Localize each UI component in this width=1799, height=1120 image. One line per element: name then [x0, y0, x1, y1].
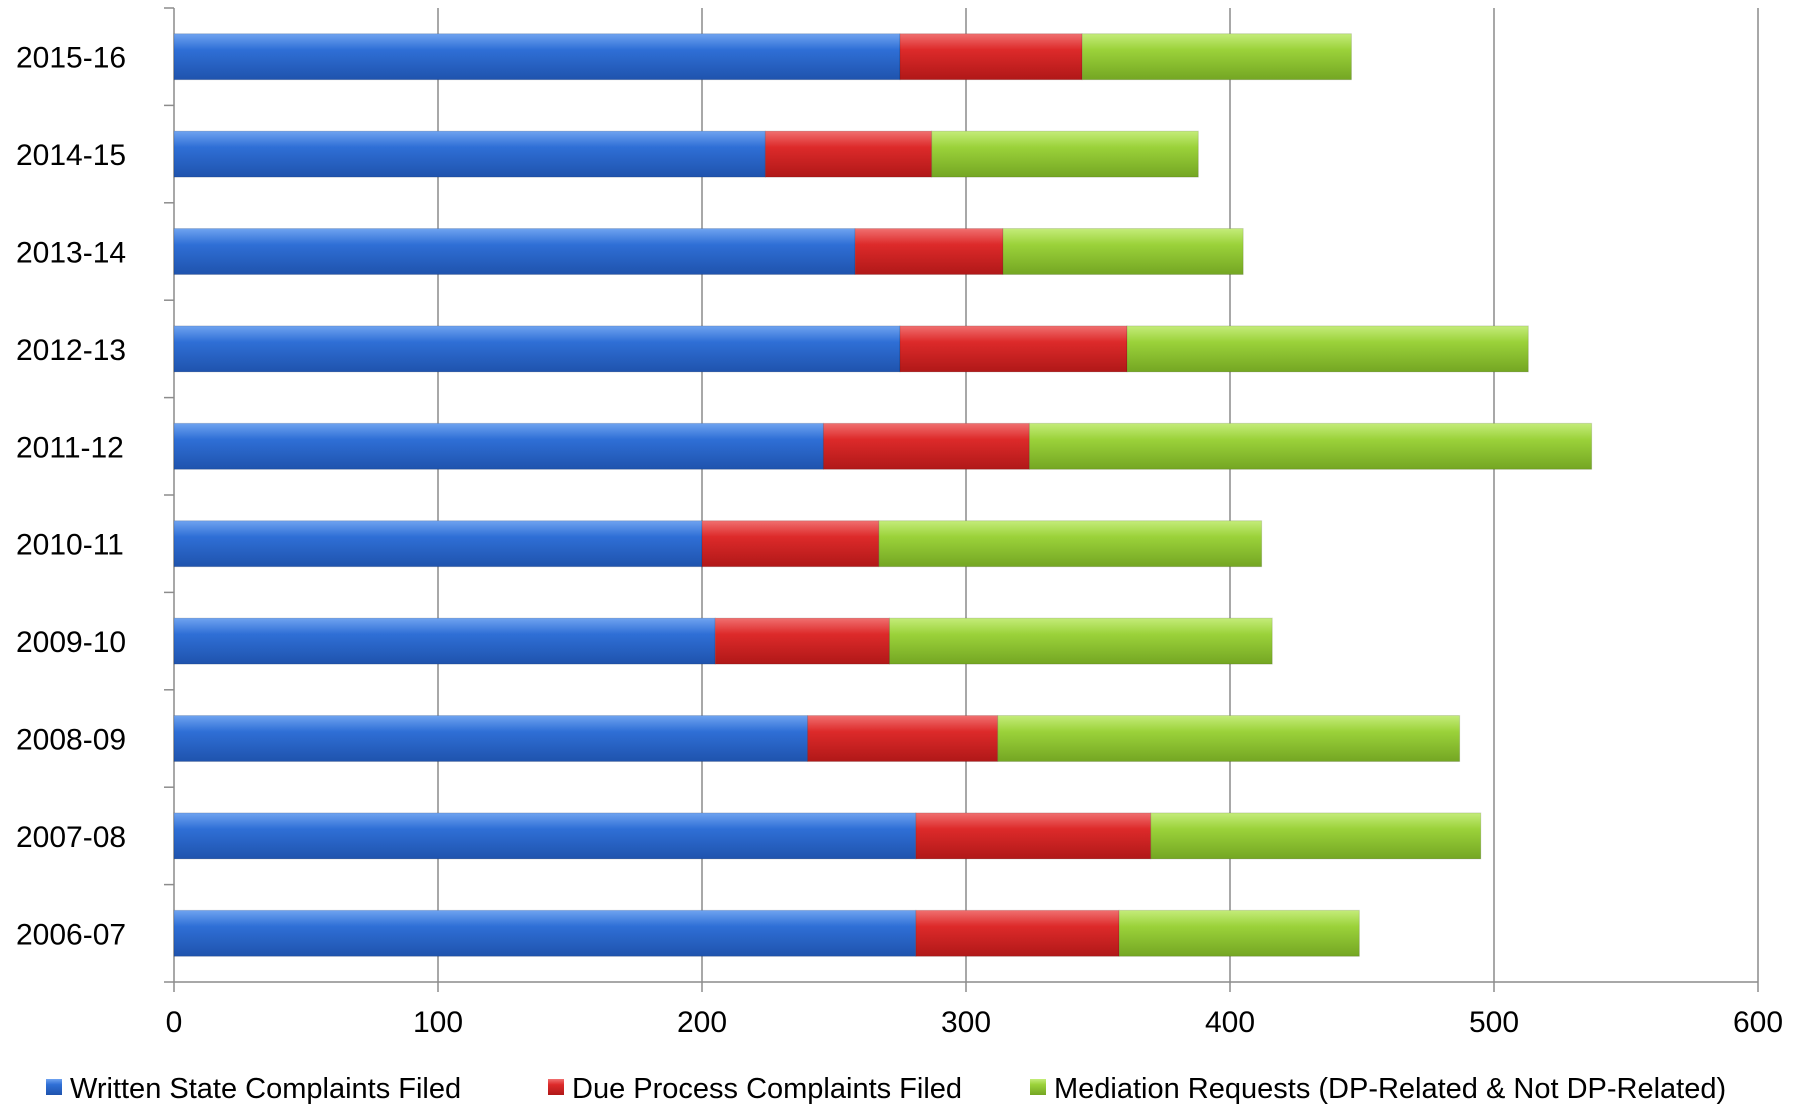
bars	[173, 33, 1593, 957]
bar-segment	[1126, 325, 1529, 373]
y-tick-label: 2013-14	[16, 237, 126, 270]
bar-segment	[173, 812, 917, 860]
y-tick-label: 2011-12	[16, 431, 124, 464]
bar-segment	[701, 520, 880, 568]
x-tick-label: 300	[941, 1006, 991, 1039]
bar-segment	[915, 909, 1120, 957]
bar-segment	[1028, 422, 1593, 470]
bar-segment	[854, 228, 1004, 275]
x-tick-label: 500	[1469, 1006, 1519, 1039]
bar-segment	[931, 130, 1199, 178]
bar-segment	[915, 812, 1152, 860]
bar-segment	[888, 617, 1273, 665]
legend-label: Written State Complaints Filed	[70, 1073, 461, 1105]
x-tick-label: 600	[1733, 1006, 1783, 1039]
legend: Written State Complaints Filed Due Proces…	[46, 1073, 1726, 1105]
bar-segment	[878, 520, 1263, 568]
x-tick-label: 100	[413, 1006, 463, 1039]
bar-segment	[899, 33, 1083, 81]
x-tick-label: 200	[677, 1006, 727, 1039]
legend-swatch	[46, 1079, 62, 1095]
bar-segment	[822, 422, 1030, 470]
bar-segment	[173, 617, 716, 665]
x-tick-label: 400	[1205, 1006, 1255, 1039]
bar-segment	[1002, 228, 1244, 275]
bar-segment	[1150, 812, 1482, 860]
bar-segment	[764, 130, 933, 178]
bar-segment	[714, 617, 890, 665]
bar-segment	[173, 715, 809, 762]
y-tick-label: 2009-10	[16, 626, 126, 659]
bar-segment	[173, 520, 703, 568]
y-tick-label: 2015-16	[16, 42, 126, 75]
bar-segment	[173, 130, 766, 178]
legend-label: Mediation Requests (DP-Related & Not DP-…	[1054, 1073, 1726, 1105]
y-tick-label: 2014-15	[16, 139, 126, 172]
bar-segment	[173, 33, 901, 81]
bar-segment	[899, 325, 1128, 373]
bar-segment	[173, 228, 856, 275]
bar-segment	[173, 422, 824, 470]
x-tick-label: 0	[166, 1006, 183, 1039]
bar-segment	[807, 715, 999, 762]
y-tick-label: 2008-09	[16, 724, 126, 757]
y-tick-label: 2012-13	[16, 334, 126, 367]
legend-label: Due Process Complaints Filed	[572, 1073, 962, 1105]
bar-segment	[1081, 33, 1352, 81]
bar-segment	[173, 909, 917, 957]
bar-segment	[173, 325, 901, 373]
bar-segment	[997, 715, 1461, 762]
legend-swatch	[548, 1079, 564, 1095]
y-tick-label: 2006-07	[16, 918, 126, 951]
legend-swatch	[1030, 1079, 1046, 1095]
y-tick-label: 2010-11	[16, 529, 124, 562]
bar-segment	[1118, 909, 1360, 957]
tick-labels: 0 100 200 300 400 500 600 2015-16 2014-15 2013-14…	[16, 42, 1783, 1039]
y-tick-label: 2007-08	[16, 821, 126, 854]
